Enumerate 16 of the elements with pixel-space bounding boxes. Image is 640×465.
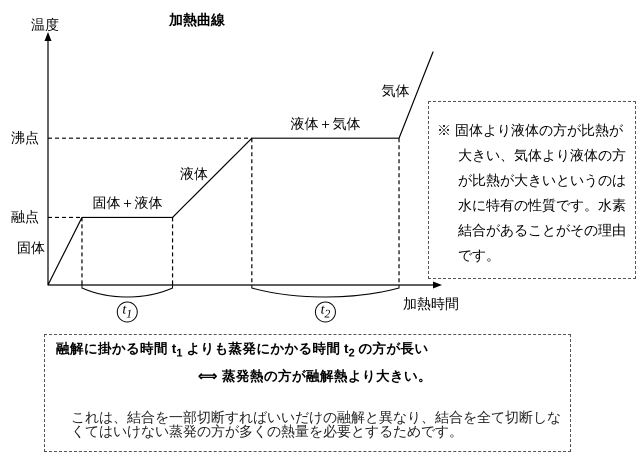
ref-line-label: 沸点 bbox=[11, 130, 39, 146]
annotation: 気体 bbox=[382, 82, 410, 98]
text: ※ 固体より液体の方が比熱が大きい、気体より液体の方が比熱が大きいというのは水に特有の性質です。水素結合があることがその理由です。 bbox=[428, 101, 636, 279]
y-axis-title: 温度 bbox=[31, 16, 59, 33]
text: t$_{2}$ bbox=[320, 302, 330, 322]
text: 融解に掛かる時間 t$_{1}$ よりも蒸発にかかる時間 t$_{2}$ の方が長い bbox=[56, 340, 429, 360]
text: t$_{1}$ bbox=[122, 302, 132, 322]
annotation: 固体＋液体 bbox=[92, 194, 162, 212]
chart-title: 加熱曲線 bbox=[169, 11, 225, 28]
ref-line-label: 融点 bbox=[11, 208, 39, 226]
text: ⟺ 蒸発熱の方が融解熱より大きい。 bbox=[198, 368, 432, 384]
annotation: 液体 bbox=[180, 165, 208, 182]
text: これは、結合を一部切断すればいいだけの融解と異なり、結合を全て切断しなくてはいけない蒸発の方が多くの熱量を必要とするためです。 bbox=[71, 409, 562, 439]
text: 固体 bbox=[17, 239, 45, 256]
annotation: 液体＋気体 bbox=[290, 116, 360, 132]
x-axis-title: 加熱時間 bbox=[403, 295, 459, 312]
